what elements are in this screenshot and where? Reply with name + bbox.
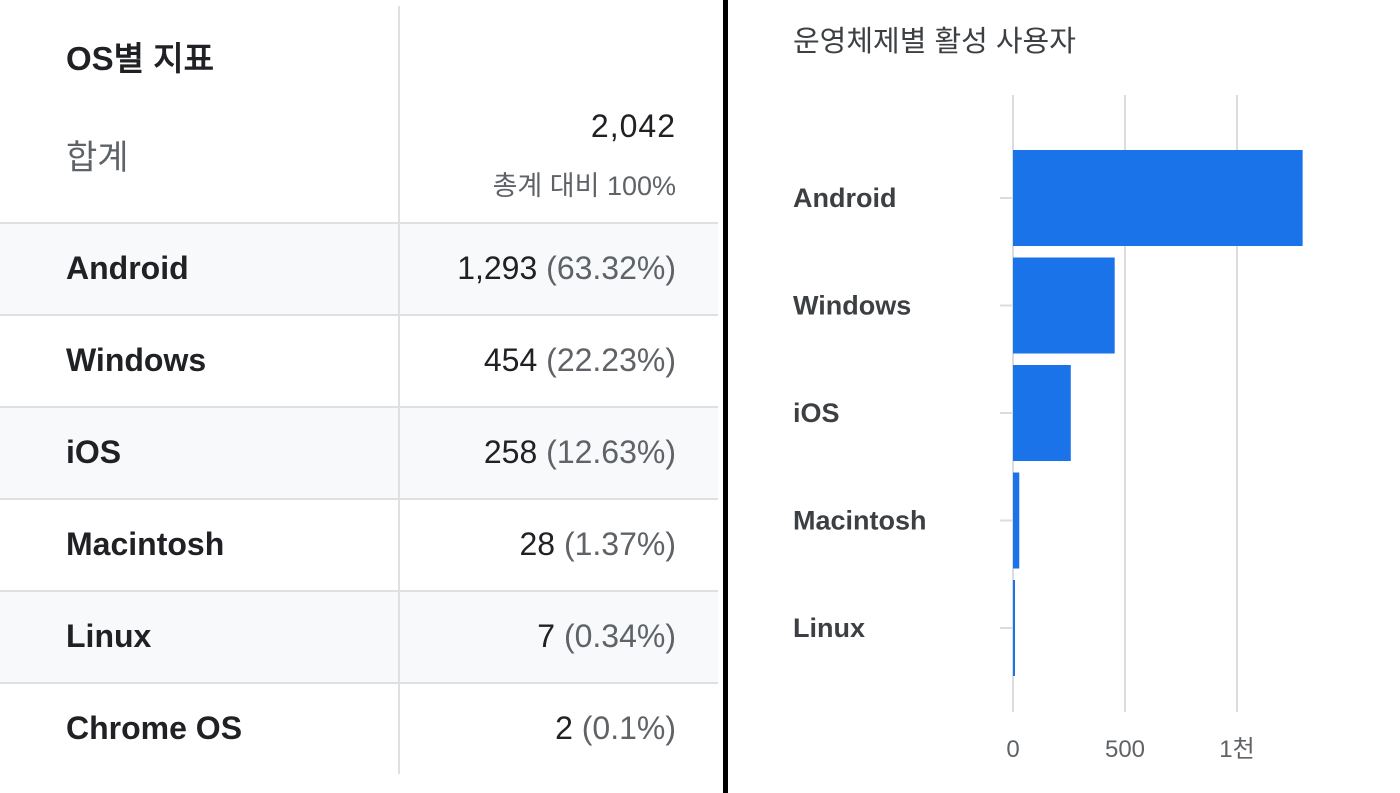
table-title: OS별 지표 <box>66 40 214 77</box>
category-label: Linux <box>793 613 865 643</box>
table-row[interactable]: Chrome OS 2 (0.1%) <box>0 682 718 774</box>
column-divider <box>398 224 400 314</box>
x-tick-label: 500 <box>1105 736 1145 763</box>
bar <box>1013 257 1115 354</box>
os-name: Macintosh <box>66 526 225 562</box>
os-value: 1,293 (63.32%) <box>457 250 676 287</box>
os-count: 258 <box>483 434 538 470</box>
os-name: Chrome OS <box>66 710 243 746</box>
category-label: Macintosh <box>793 506 927 536</box>
column-divider <box>398 500 400 590</box>
bar <box>1013 472 1020 569</box>
chart-title: 운영체제별 활성 사용자 <box>793 26 1076 58</box>
bar-chart-svg: 0 500 1천 Android Windows iOS Macintosh Linux <box>793 95 1303 763</box>
column-divider <box>398 6 400 222</box>
os-percent: (12.63%) <box>546 434 676 470</box>
x-tick-label: 1천 <box>1219 736 1254 763</box>
os-percent: (1.37%) <box>563 526 676 562</box>
table-row[interactable]: Windows 454 (22.23%) <box>0 314 718 406</box>
bar <box>1013 580 1015 676</box>
total-label: 합계 <box>66 139 129 177</box>
category-label: Android <box>793 183 896 213</box>
column-divider <box>398 316 400 406</box>
table-row[interactable]: Linux 7 (0.34%) <box>0 590 718 682</box>
table-row[interactable]: Macintosh 28 (1.37%) <box>0 498 718 590</box>
os-count: 2 <box>555 710 573 746</box>
os-percent: (0.34%) <box>563 618 676 654</box>
os-value: 258 (12.63%) <box>484 434 676 471</box>
total-subtext: 총계 대비 100% <box>492 171 676 201</box>
os-value: 454 (22.23%) <box>484 342 676 379</box>
os-name: Windows <box>66 342 207 378</box>
bar <box>1013 150 1303 246</box>
os-count: 28 <box>519 526 556 562</box>
column-divider <box>398 408 400 498</box>
os-metrics-table: OS별 지표 합계 2,042 총계 대비 100% Android 1,293… <box>0 6 718 774</box>
os-name: Android <box>66 250 189 286</box>
os-name: iOS <box>66 434 122 470</box>
os-bar-chart: 운영체제별 활성 사용자 0 500 1천 Android Windows iOS Maci… <box>728 0 1400 793</box>
os-value: 2 (0.1%) <box>555 710 676 747</box>
bar <box>1013 365 1071 461</box>
table-rows: Android 1,293 (63.32%) Windows 454 (22.2… <box>0 222 718 774</box>
table-row[interactable]: Android 1,293 (63.32%) <box>0 222 718 314</box>
column-divider <box>398 684 400 774</box>
os-value: 28 (1.37%) <box>519 526 676 563</box>
column-divider <box>398 592 400 682</box>
total-value: 2,042 <box>590 108 676 144</box>
os-count: 7 <box>537 618 556 654</box>
x-tick-label: 0 <box>1006 736 1019 763</box>
os-name: Linux <box>66 618 152 654</box>
category-label: Windows <box>793 291 911 321</box>
table-row[interactable]: iOS 258 (12.63%) <box>0 406 718 498</box>
category-label: iOS <box>793 398 840 428</box>
os-percent: (63.32%) <box>546 250 676 286</box>
os-count: 454 <box>483 342 538 378</box>
os-count: 1,293 <box>457 250 538 286</box>
os-percent: (0.1%) <box>581 710 676 746</box>
os-value: 7 (0.34%) <box>537 618 676 655</box>
panel-divider <box>723 0 728 793</box>
os-percent: (22.23%) <box>546 342 676 378</box>
